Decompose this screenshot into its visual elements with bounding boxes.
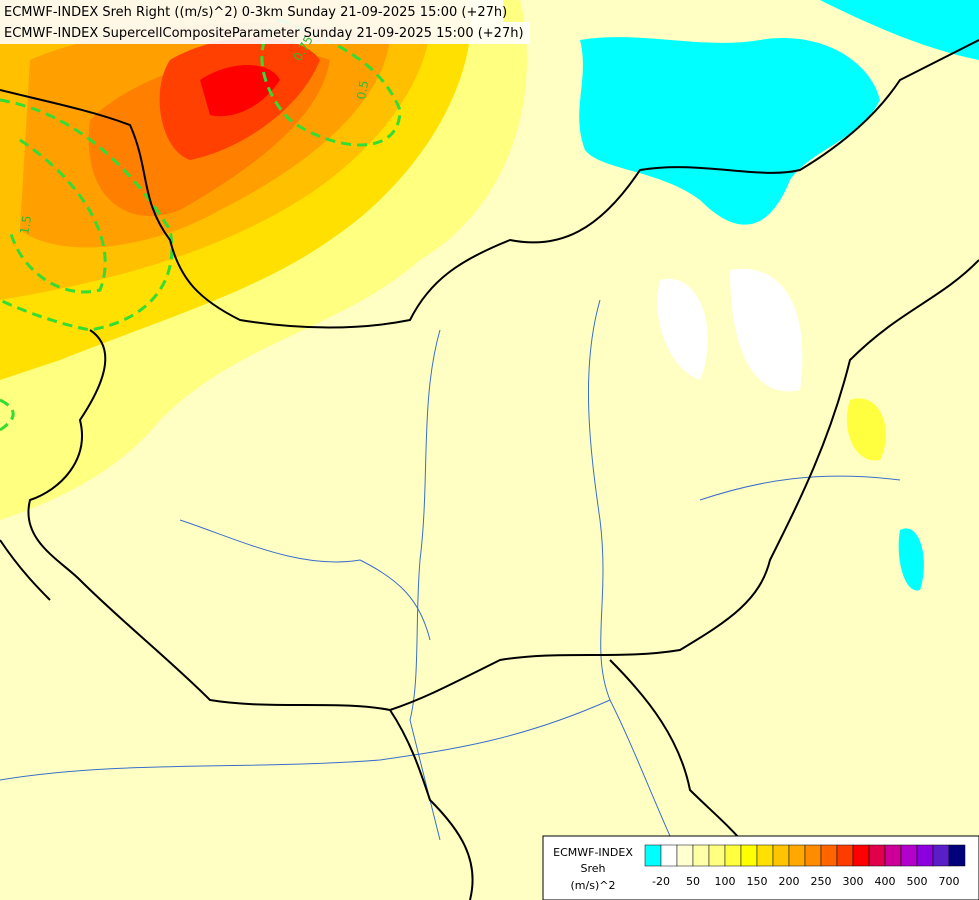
legend-label: 300	[843, 875, 864, 888]
legend-swatch	[788, 844, 806, 867]
legend: ECMWF-INDEX Sreh (m/s)^2 -20 50 100 150 200 2…	[542, 835, 979, 900]
field-white	[657, 268, 803, 392]
legend-label: -20	[652, 875, 670, 888]
legend-swatch	[804, 844, 822, 867]
legend-label: 500	[907, 875, 928, 888]
legend-swatch	[676, 844, 694, 867]
legend-label: 400	[875, 875, 896, 888]
legend-label: 150	[747, 875, 768, 888]
contour-label: 0.5	[354, 79, 371, 100]
legend-swatch	[644, 844, 662, 867]
legend-label: 700	[939, 875, 960, 888]
legend-swatch	[916, 844, 934, 867]
field-cyan-corner	[820, 0, 979, 60]
legend-swatch	[740, 844, 758, 867]
legend-swatch	[948, 844, 966, 867]
legend-swatch	[708, 844, 726, 867]
legend-swatch	[820, 844, 838, 867]
legend-swatch	[756, 844, 774, 867]
legend-label: 100	[715, 875, 736, 888]
legend-swatch	[660, 844, 678, 867]
legend-label: 200	[779, 875, 800, 888]
field-yellow-spot	[846, 398, 886, 461]
legend-swatch	[836, 844, 854, 867]
legend-swatch	[884, 844, 902, 867]
legend-title: ECMWF-INDEX	[553, 846, 633, 859]
legend-swatch	[932, 844, 950, 867]
contour-label: 1.5	[17, 214, 34, 235]
legend-label: 250	[811, 875, 832, 888]
legend-title: Sreh	[580, 862, 605, 875]
field-cyan-small	[898, 528, 924, 591]
legend-swatch	[692, 844, 710, 867]
legend-title: (m/s)^2	[571, 879, 616, 892]
field-cyan	[579, 37, 880, 225]
header-line: ECMWF-INDEX Sreh Right ((m/s)^2) 0-3km S…	[4, 5, 507, 20]
scp-contours	[0, 18, 402, 432]
field-red	[200, 65, 280, 117]
legend-swatch	[900, 844, 918, 867]
legend-swatch	[868, 844, 886, 867]
legend-swatch	[724, 844, 742, 867]
header-line: ECMWF-INDEX SupercellCompositeParameter …	[4, 26, 524, 41]
legend-label: 50	[686, 875, 700, 888]
header-boxes	[0, 0, 530, 44]
rivers	[0, 299, 901, 900]
legend-swatch	[772, 844, 790, 867]
legend-swatch	[852, 844, 870, 867]
